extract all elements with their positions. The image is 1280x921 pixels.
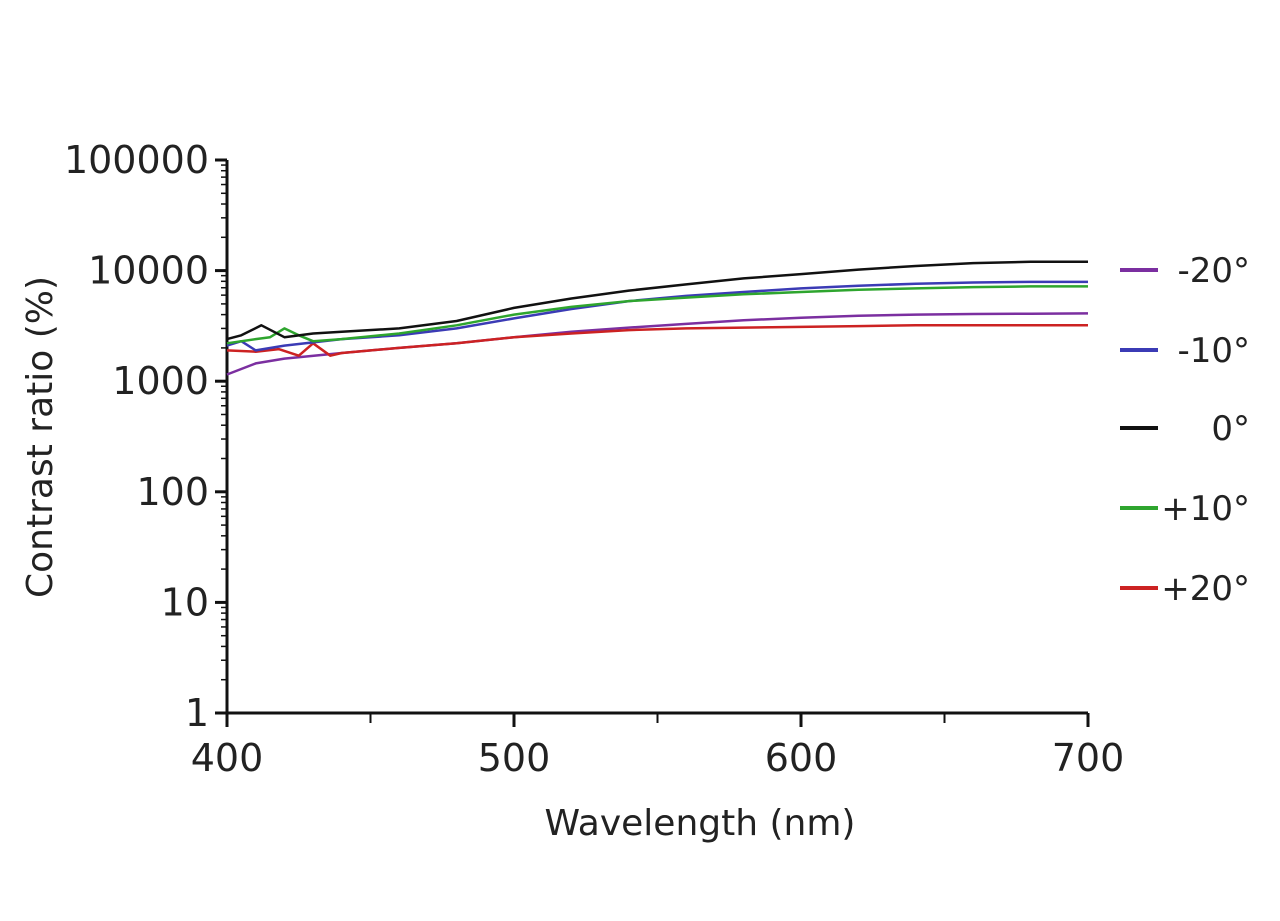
legend-label-1: -20° bbox=[1177, 251, 1250, 291]
series-line-4 bbox=[226, 285, 1088, 345]
y-tick-label: 10 bbox=[161, 580, 209, 624]
series-line-3 bbox=[226, 260, 1088, 341]
series-line-5 bbox=[226, 324, 1088, 357]
series-line-2 bbox=[226, 280, 1088, 352]
legend: -20° -10° 0° +10° +20° bbox=[1120, 251, 1250, 609]
legend-label-4: +10° bbox=[1161, 489, 1250, 529]
series-line-1 bbox=[226, 312, 1089, 376]
series-layer bbox=[226, 260, 1089, 376]
y-axis-label: Contrast ratio (%) bbox=[20, 276, 61, 598]
y-tick-label: 1000 bbox=[112, 359, 209, 403]
x-axis-label: Wavelength (nm) bbox=[545, 803, 856, 844]
y-tick-label: 1 bbox=[185, 691, 209, 735]
x-tick-label: 500 bbox=[478, 736, 551, 780]
x-tick-label: 600 bbox=[765, 736, 838, 780]
legend-label-5: +20° bbox=[1161, 569, 1250, 609]
legend-label-3: 0° bbox=[1211, 409, 1250, 449]
x-tick-label: 400 bbox=[191, 736, 264, 780]
axes: 1 10 100 1000 10000 100000 400 500 600 700 bbox=[64, 138, 1124, 780]
y-tick-label: 100000 bbox=[64, 138, 209, 182]
y-tick-label: 100 bbox=[136, 470, 209, 514]
x-tick-label: 700 bbox=[1052, 736, 1125, 780]
legend-label-2: -10° bbox=[1177, 331, 1250, 371]
y-tick-label: 10000 bbox=[88, 249, 209, 293]
